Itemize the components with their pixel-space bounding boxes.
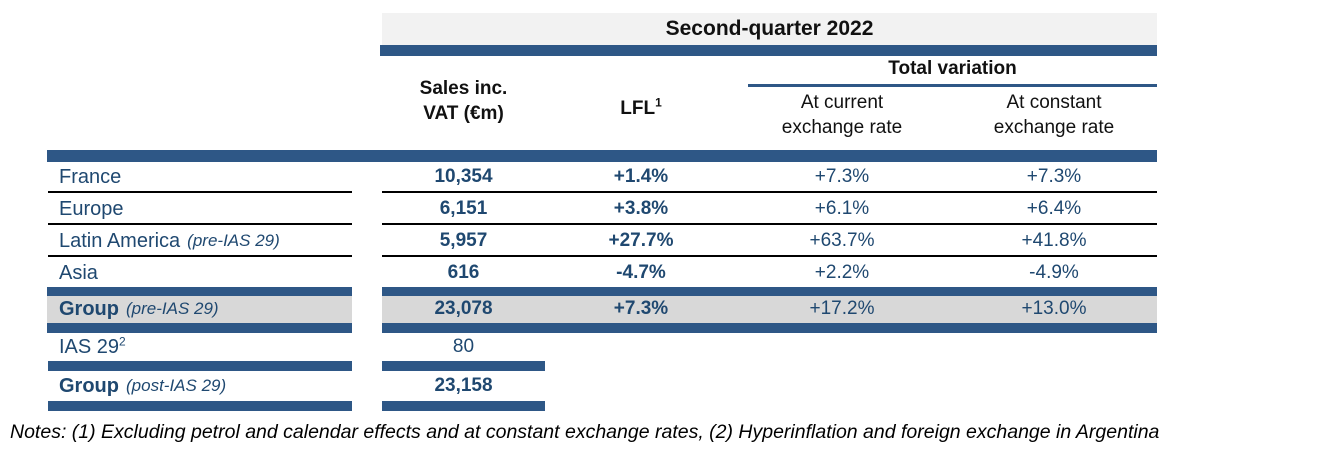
table-row-france: France 10,354 +1.4% +7.3% +7.3% xyxy=(0,162,1318,192)
sales-value: 5,957 xyxy=(439,230,488,251)
lfl-value: +7.3% xyxy=(613,298,669,319)
table-title: Second-quarter 2022 xyxy=(382,13,1157,45)
column-header-total-variation: Total variation xyxy=(748,58,1157,80)
total-variation-text: Total variation xyxy=(888,58,1017,79)
constant-rate-value: +6.4% xyxy=(1026,198,1082,219)
row-separator-line xyxy=(382,223,1157,225)
header-separator-bar xyxy=(47,150,1157,162)
row-label: Europe xyxy=(59,197,124,220)
sales-value: 23,158 xyxy=(434,375,493,396)
group-row-top-bar xyxy=(47,287,352,296)
row-label: Latin America xyxy=(59,229,181,252)
title-underline-bar xyxy=(380,45,1157,56)
table-bottom-bar xyxy=(48,401,352,411)
table-row-europe: Europe 6,151 +3.8% +6.1% +6.4% xyxy=(0,194,1318,224)
row-label-suffix: (pre-IAS 29) xyxy=(187,231,280,250)
table-title-text: Second-quarter 2022 xyxy=(665,17,874,40)
group-row-bottom-bar xyxy=(47,323,352,333)
current-rate-line2: exchange rate xyxy=(781,117,903,138)
table-row-group-post-ias29: Group (post-IAS 29) 23,158 xyxy=(0,372,1318,400)
row-label: France xyxy=(59,165,122,188)
current-rate-value: +6.1% xyxy=(814,198,870,219)
current-rate-value: +17.2% xyxy=(809,298,875,319)
lfl-footnote-marker: 1 xyxy=(655,95,662,110)
sales-value: 616 xyxy=(447,262,480,283)
constant-rate-value: +7.3% xyxy=(1026,166,1082,187)
sales-value: 80 xyxy=(452,336,475,357)
row-label: Asia xyxy=(59,261,98,284)
lfl-value: +27.7% xyxy=(608,230,674,251)
row-separator-line xyxy=(382,191,1157,193)
constant-rate-line1: At constant xyxy=(1006,92,1102,113)
sales-value: 10,354 xyxy=(434,166,493,187)
column-header-current-rate: At current exchange rate xyxy=(749,90,935,140)
group-row-top-bar xyxy=(382,287,1157,296)
constant-rate-line2: exchange rate xyxy=(993,117,1115,138)
row-separator-line xyxy=(48,223,352,225)
sales-header-line2: VAT (€m) xyxy=(423,103,504,124)
lfl-value: -4.7% xyxy=(616,262,666,283)
constant-rate-value: -4.9% xyxy=(1029,262,1079,283)
current-rate-value: +63.7% xyxy=(809,230,875,251)
column-header-lfl: LFL1 xyxy=(561,96,721,121)
sales-value: 6,151 xyxy=(439,198,488,219)
total-variation-underline xyxy=(748,84,1157,87)
sales-value: 23,078 xyxy=(434,298,493,319)
ias29-footnote-marker: 2 xyxy=(119,333,126,348)
group-row-bottom-bar xyxy=(382,323,1157,333)
table-row-latin-america: Latin America (pre-IAS 29) 5,957 +27.7% +… xyxy=(0,226,1318,256)
row-label: Group xyxy=(59,297,119,320)
row-label: Group xyxy=(59,374,119,397)
lfl-value: +3.8% xyxy=(613,198,669,219)
lfl-header-text: LFL xyxy=(620,98,656,119)
table-row-ias29: IAS 292 80 xyxy=(0,334,1318,360)
constant-rate-value: +41.8% xyxy=(1021,230,1087,251)
lfl-value: +1.4% xyxy=(613,166,669,187)
table-row-asia: Asia 616 -4.7% +2.2% -4.9% xyxy=(0,258,1318,288)
current-rate-value: +7.3% xyxy=(814,166,870,187)
row-separator-line xyxy=(48,255,352,257)
ias29-separator-bar xyxy=(48,361,352,371)
current-rate-line1: At current xyxy=(800,92,884,113)
row-separator-line xyxy=(48,191,352,193)
table-row-group-pre-ias29: Group (pre-IAS 29) 23,078 +7.3% +17.2% +1… xyxy=(0,294,1318,324)
sales-header-line1: Sales inc. xyxy=(419,78,508,99)
group-row-highlight xyxy=(47,296,352,323)
constant-rate-value: +13.0% xyxy=(1021,298,1087,319)
table-bottom-bar xyxy=(382,401,545,411)
row-separator-line xyxy=(382,255,1157,257)
row-label: IAS 292 xyxy=(59,333,126,358)
footnotes: Notes: (1) Excluding petrol and calendar… xyxy=(10,421,1160,443)
group-row-highlight xyxy=(382,296,1157,323)
ias29-separator-bar xyxy=(382,361,545,371)
column-header-sales: Sales inc. VAT (€m) xyxy=(382,76,545,126)
row-label-suffix: (pre-IAS 29) xyxy=(126,299,219,318)
column-header-constant-rate: At constant exchange rate xyxy=(961,90,1147,140)
row-label-suffix: (post-IAS 29) xyxy=(126,376,227,395)
current-rate-value: +2.2% xyxy=(814,262,870,283)
